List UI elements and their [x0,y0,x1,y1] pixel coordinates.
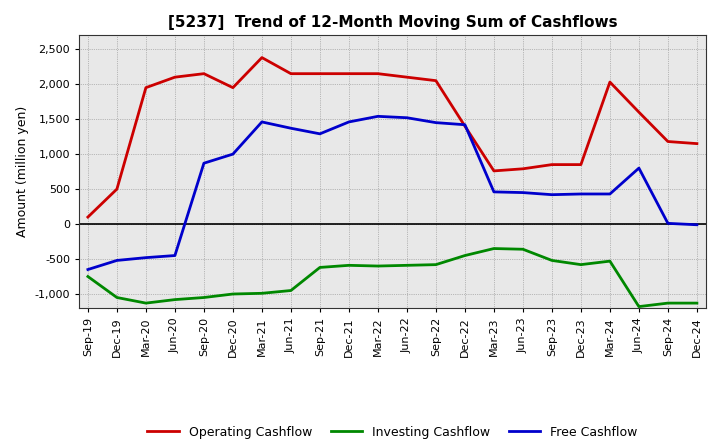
Free Cashflow [374,114,382,119]
Operating Cashflow [84,214,92,220]
Operating Cashflow [634,110,643,115]
Operating Cashflow [402,74,411,80]
Free Cashflow [84,267,92,272]
Legend: Operating Cashflow, Investing Cashflow, Free Cashflow: Operating Cashflow, Investing Cashflow, … [143,421,642,440]
Free Cashflow [461,122,469,127]
Free Cashflow [258,119,266,125]
Investing Cashflow [693,301,701,306]
Operating Cashflow [431,78,440,83]
Investing Cashflow [548,258,557,263]
Free Cashflow [431,120,440,125]
Operating Cashflow [345,71,354,76]
Operating Cashflow [461,124,469,129]
Operating Cashflow [171,74,179,80]
Operating Cashflow [664,139,672,144]
Line: Free Cashflow: Free Cashflow [88,116,697,270]
Investing Cashflow [431,262,440,267]
Investing Cashflow [112,295,121,300]
Operating Cashflow [258,55,266,60]
Operating Cashflow [228,85,237,90]
Free Cashflow [199,161,208,166]
Operating Cashflow [577,162,585,167]
Operating Cashflow [112,187,121,192]
Operating Cashflow [287,71,295,76]
Operating Cashflow [374,71,382,76]
Free Cashflow [228,151,237,157]
Free Cashflow [490,189,498,194]
Y-axis label: Amount (million yen): Amount (million yen) [16,106,29,237]
Investing Cashflow [664,301,672,306]
Free Cashflow [142,255,150,260]
Line: Investing Cashflow: Investing Cashflow [88,249,697,307]
Free Cashflow [112,258,121,263]
Free Cashflow [634,165,643,171]
Investing Cashflow [84,274,92,279]
Operating Cashflow [490,168,498,173]
Investing Cashflow [171,297,179,302]
Free Cashflow [518,190,527,195]
Investing Cashflow [228,291,237,297]
Operating Cashflow [142,85,150,90]
Investing Cashflow [402,263,411,268]
Investing Cashflow [287,288,295,293]
Operating Cashflow [199,71,208,76]
Operating Cashflow [606,80,614,85]
Operating Cashflow [693,141,701,146]
Free Cashflow [693,222,701,227]
Free Cashflow [315,131,324,136]
Title: [5237]  Trend of 12-Month Moving Sum of Cashflows: [5237] Trend of 12-Month Moving Sum of C… [168,15,617,30]
Free Cashflow [577,191,585,197]
Investing Cashflow [374,264,382,269]
Investing Cashflow [258,291,266,296]
Free Cashflow [402,115,411,121]
Investing Cashflow [490,246,498,251]
Operating Cashflow [315,71,324,76]
Free Cashflow [606,191,614,197]
Investing Cashflow [518,246,527,252]
Free Cashflow [287,125,295,131]
Operating Cashflow [518,166,527,172]
Free Cashflow [171,253,179,258]
Investing Cashflow [577,262,585,267]
Investing Cashflow [142,301,150,306]
Free Cashflow [548,192,557,197]
Investing Cashflow [606,258,614,264]
Investing Cashflow [199,295,208,300]
Investing Cashflow [461,253,469,258]
Investing Cashflow [634,304,643,309]
Free Cashflow [345,119,354,125]
Investing Cashflow [315,265,324,270]
Investing Cashflow [345,263,354,268]
Line: Operating Cashflow: Operating Cashflow [88,58,697,217]
Free Cashflow [664,221,672,226]
Operating Cashflow [548,162,557,167]
